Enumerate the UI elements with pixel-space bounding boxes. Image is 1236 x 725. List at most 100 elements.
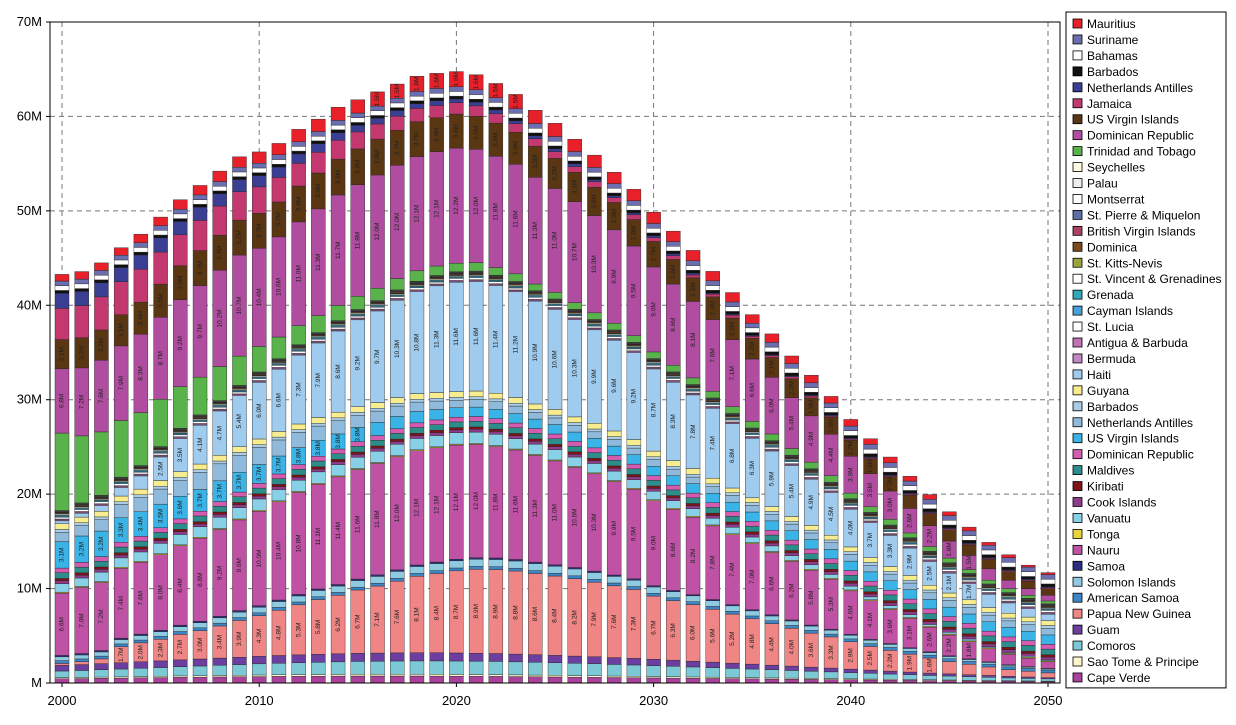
bar-segment	[113, 483, 129, 486]
bar-segment	[173, 477, 188, 481]
segment-data-label: 4.6M	[848, 605, 855, 619]
bar-segment	[133, 661, 149, 669]
bar-segment	[646, 488, 661, 492]
bar-segment	[330, 459, 346, 462]
segment-data-label: 11.6M	[453, 328, 460, 346]
bar-segment	[449, 432, 464, 445]
bar-segment	[981, 621, 997, 632]
bar-segment	[745, 332, 760, 336]
bar-segment	[232, 171, 247, 177]
bar-segment	[606, 455, 622, 461]
legend-label: Barbados	[1087, 65, 1138, 79]
bar-segment	[212, 170, 227, 182]
bar-segment	[804, 625, 819, 631]
bar-segment	[74, 271, 89, 280]
legend-label: Palau	[1087, 177, 1118, 191]
bar-segment	[153, 488, 168, 505]
legend-swatch	[1072, 560, 1083, 571]
bar-segment	[1040, 595, 1056, 602]
bar-segment	[784, 363, 799, 369]
bar-segment	[232, 657, 247, 665]
bar-segment	[606, 657, 622, 665]
bar-segment	[153, 630, 168, 632]
bar-segment	[429, 435, 444, 448]
bar-segment	[409, 100, 425, 104]
bar-segment	[547, 565, 563, 574]
segment-data-label: 3.1M	[59, 548, 66, 562]
bar-segment	[468, 396, 484, 400]
bar-segment	[942, 661, 957, 675]
bar-segment	[271, 676, 287, 684]
bar-segment	[784, 620, 799, 626]
bar-segment	[311, 423, 326, 427]
segment-data-label: 3.7M	[216, 484, 223, 498]
bar-segment	[666, 495, 681, 499]
bar-segment	[1001, 666, 1016, 670]
segment-data-label: 7.1M	[729, 366, 736, 380]
bar-segment	[961, 661, 977, 665]
bar-segment	[133, 251, 149, 256]
bar-segment	[350, 454, 365, 458]
bar-segment	[705, 518, 720, 526]
bar-segment	[666, 253, 681, 256]
bar-segment	[528, 138, 543, 147]
bar-segment	[528, 135, 543, 139]
segment-data-label: 10.0M	[256, 549, 263, 567]
bar-segment	[606, 172, 622, 184]
bar-segment	[311, 425, 326, 441]
bar-segment	[843, 435, 858, 439]
bar-segment	[567, 451, 582, 455]
bar-segment	[1001, 649, 1016, 653]
segment-data-label: 2.9M	[907, 555, 914, 569]
segment-data-label: 9.2M	[216, 566, 223, 580]
bar-segment	[922, 589, 937, 594]
bar-segment	[725, 311, 740, 315]
bar-segment	[961, 599, 977, 605]
bar-segment	[725, 668, 740, 678]
segment-data-label: 12.1M	[433, 496, 440, 514]
bar-segment	[468, 74, 484, 90]
segment-data-label: 11.3M	[433, 330, 440, 348]
segment-data-label: 10.6M	[552, 350, 559, 368]
bar-segment	[409, 270, 425, 282]
bar-segment	[251, 493, 267, 497]
bar-segment	[153, 230, 168, 236]
bar-segment	[468, 676, 484, 684]
bar-segment	[429, 419, 444, 425]
segment-data-label: 11.8M	[374, 510, 381, 528]
bar-segment	[922, 499, 937, 505]
bar-segment	[1021, 657, 1036, 667]
bar-segment	[843, 505, 858, 508]
bar-segment	[94, 678, 109, 684]
bar-segment	[291, 432, 306, 448]
legend-label: Tonga	[1087, 527, 1120, 541]
bar-segment	[567, 166, 582, 173]
segment-data-label: 5.8M	[315, 620, 322, 634]
bar-segment	[1021, 571, 1036, 577]
bar-segment	[666, 659, 681, 667]
bar-segment	[192, 194, 208, 200]
bar-segment	[153, 486, 168, 490]
segment-data-label: 8.6M	[670, 543, 677, 557]
legend-label: Montserrat	[1087, 192, 1145, 206]
bar-segment	[468, 660, 484, 675]
bar-segment	[764, 540, 780, 544]
bar-segment	[311, 152, 326, 174]
bar-segment	[350, 99, 365, 114]
bar-segment	[1001, 613, 1016, 619]
bar-segment	[784, 544, 799, 551]
bar-segment	[666, 255, 681, 260]
bar-segment	[488, 557, 504, 560]
bar-segment	[685, 274, 701, 279]
bar-segment	[429, 432, 444, 436]
bar-segment	[587, 677, 602, 684]
bar-segment	[587, 438, 602, 449]
bar-segment	[409, 91, 425, 97]
segment-data-label: 8.6M	[335, 364, 342, 378]
bar-segment	[54, 285, 70, 291]
bar-segment	[113, 552, 129, 556]
bar-segment	[1021, 595, 1036, 599]
bar-segment	[350, 580, 365, 588]
bar-segment	[54, 583, 70, 593]
bar-segment	[1001, 557, 1016, 563]
